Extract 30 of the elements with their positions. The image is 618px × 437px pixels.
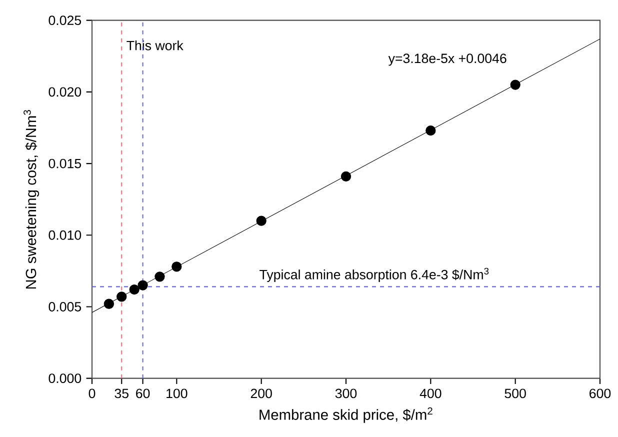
point [426,126,436,136]
point [154,272,165,282]
ref-line-label: Typical amine absorption 6.4e-3 $/Nm$^{3}$ [260,268,489,282]
y-tick-label: 0.020 [48,87,82,97]
y-tick-label: 0.005 [48,302,82,312]
y-tick-label: 0.025 [48,16,82,26]
x-tick-label: 400 [420,388,442,398]
point [172,262,182,272]
x-tick-label: 500 [504,388,526,398]
y-tick-label: 0.010 [48,230,82,240]
x-tick-label: 35 [114,388,128,398]
ref-line-label: This work [126,40,184,50]
x-tick-label: 60 [136,388,150,398]
point [256,216,266,226]
y-axis-title: NG sweetening cost, $/Nm$^{3}$ [24,110,40,289]
x-tick-label: 600 [590,388,611,398]
y-tick-label: 0.015 [48,158,82,168]
point [340,171,352,182]
point [138,280,148,290]
x-tick-label: 200 [250,388,272,398]
point [104,298,114,309]
annotation: y=3.18e-5x +0.0046 [388,54,506,66]
point [116,292,127,302]
y-tick-label: 0.000 [48,374,82,384]
x-tick-label: 100 [166,388,188,398]
point [129,284,140,295]
x-tick-label: 0 [88,388,96,398]
x-tick-label: 300 [335,388,357,398]
x-axis-title: Membrane skid price, $/m$^{2}$ [260,407,432,423]
point [510,80,520,90]
